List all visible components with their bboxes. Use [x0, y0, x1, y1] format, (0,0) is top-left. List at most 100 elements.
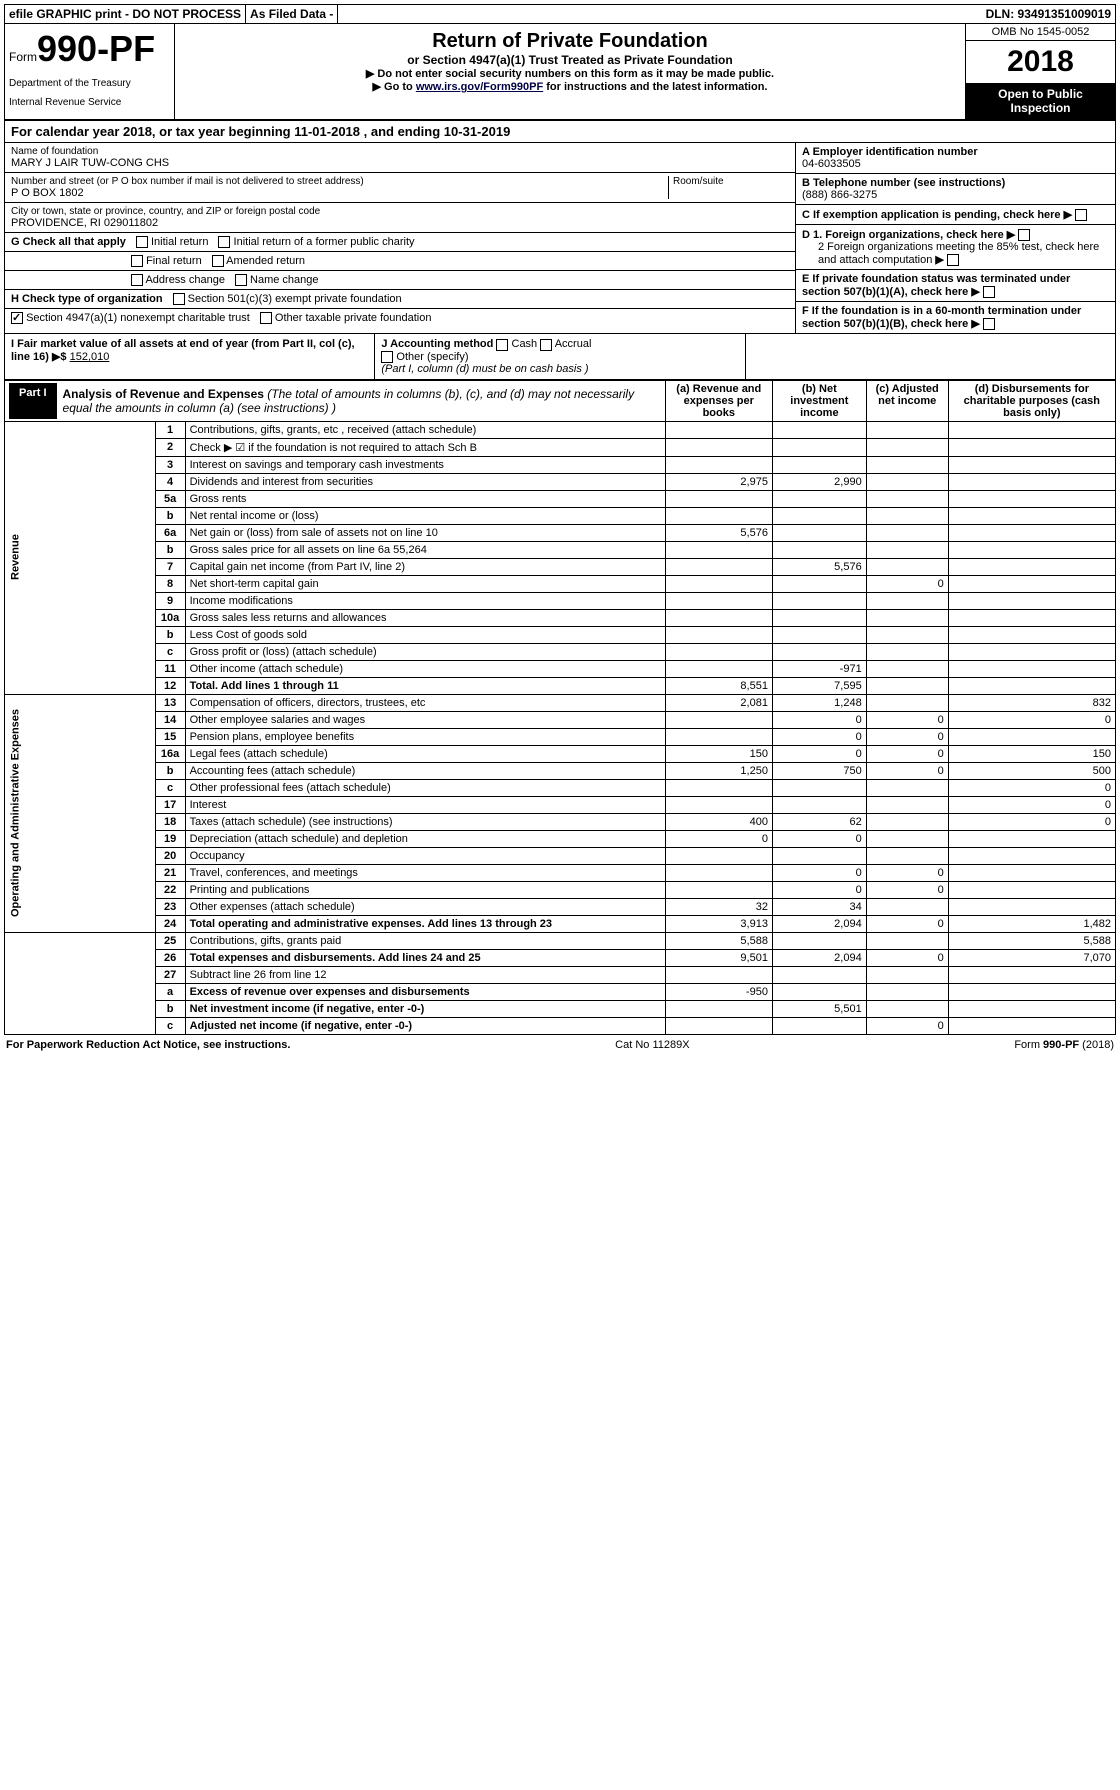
row-number: c: [155, 779, 185, 796]
cb-501c3[interactable]: [173, 293, 185, 305]
row-description: Travel, conferences, and meetings: [185, 864, 665, 881]
row-number: 1: [155, 421, 185, 438]
amount-cell: 750: [772, 762, 866, 779]
amount-cell: [772, 575, 866, 592]
amount-cell: 7,070: [948, 949, 1115, 966]
amount-cell: [665, 847, 772, 864]
amount-cell: [948, 490, 1115, 507]
cb-60month[interactable]: [983, 318, 995, 330]
amount-cell: [665, 626, 772, 643]
cb-initial-former[interactable]: [218, 236, 230, 248]
amount-cell: [772, 796, 866, 813]
table-row: bNet rental income or (loss): [5, 507, 1116, 524]
amount-cell: [866, 490, 948, 507]
amount-cell: [665, 711, 772, 728]
cb-final[interactable]: [131, 255, 143, 267]
row-description: Net gain or (loss) from sale of assets n…: [185, 524, 665, 541]
title-box: Return of Private Foundation or Section …: [175, 24, 965, 119]
amount-cell: [948, 473, 1115, 490]
row-number: 14: [155, 711, 185, 728]
row-number: b: [155, 1000, 185, 1017]
cb-accrual[interactable]: [540, 339, 552, 351]
amount-cell: 0: [948, 779, 1115, 796]
amount-cell: [665, 864, 772, 881]
calendar-year-row: For calendar year 2018, or tax year begi…: [4, 121, 1116, 143]
dln: DLN: 93491351009019: [982, 5, 1115, 23]
part1-table: Part I Analysis of Revenue and Expenses …: [4, 380, 1116, 1035]
section-d: D 1. Foreign organizations, check here ▶…: [796, 225, 1115, 270]
row-number: 8: [155, 575, 185, 592]
row-number: b: [155, 762, 185, 779]
cb-address-change[interactable]: [131, 274, 143, 286]
irs: Internal Revenue Service: [9, 97, 170, 108]
amount-cell: 0: [866, 915, 948, 932]
amount-cell: 0: [866, 864, 948, 881]
row-description: Gross sales less returns and allowances: [185, 609, 665, 626]
row-description: Compensation of officers, directors, tru…: [185, 694, 665, 711]
amount-cell: [772, 983, 866, 1000]
row-number: c: [155, 1017, 185, 1034]
cb-85pct[interactable]: [947, 254, 959, 266]
amount-cell: [665, 643, 772, 660]
phone: (888) 866-3275: [802, 189, 1109, 201]
amount-cell: [948, 1017, 1115, 1034]
amount-cell: 0: [866, 881, 948, 898]
amount-cell: 0: [772, 830, 866, 847]
cb-other-taxable[interactable]: [260, 312, 272, 324]
amount-cell: [772, 847, 866, 864]
table-row: 26Total expenses and disbursements. Add …: [5, 949, 1116, 966]
amount-cell: [948, 609, 1115, 626]
amount-cell: 0: [772, 881, 866, 898]
cb-status-terminated[interactable]: [983, 286, 995, 298]
amount-cell: [948, 575, 1115, 592]
section-g-3: Address change Name change: [5, 271, 795, 290]
amount-cell: [866, 677, 948, 694]
amount-cell: 1,250: [665, 762, 772, 779]
row-description: Net short-term capital gain: [185, 575, 665, 592]
amount-cell: [665, 575, 772, 592]
cb-cash[interactable]: [496, 339, 508, 351]
row-description: Depreciation (attach schedule) and deple…: [185, 830, 665, 847]
irs-link[interactable]: www.irs.gov/Form990PF: [416, 81, 543, 93]
cb-amended[interactable]: [212, 255, 224, 267]
page-footer: For Paperwork Reduction Act Notice, see …: [4, 1035, 1116, 1055]
amount-cell: [665, 558, 772, 575]
amount-cell: 0: [866, 745, 948, 762]
amount-cell: [866, 609, 948, 626]
amount-cell: [948, 830, 1115, 847]
amount-cell: [772, 626, 866, 643]
amount-cell: 0: [948, 711, 1115, 728]
cb-initial[interactable]: [136, 236, 148, 248]
amount-cell: 3,913: [665, 915, 772, 932]
amount-cell: 0: [772, 864, 866, 881]
amount-cell: [665, 438, 772, 456]
section-j: J Accounting method Cash Accrual Other (…: [375, 334, 745, 378]
table-row: bGross sales price for all assets on lin…: [5, 541, 1116, 558]
cb-foreign-org[interactable]: [1018, 229, 1030, 241]
section-c: C If exemption application is pending, c…: [796, 205, 1115, 225]
amount-cell: [665, 1000, 772, 1017]
section-i: I Fair market value of all assets at end…: [5, 334, 375, 378]
amount-cell: [772, 456, 866, 473]
cb-4947a1[interactable]: [11, 312, 23, 324]
section-e: E If private foundation status was termi…: [796, 270, 1115, 302]
cb-other-method[interactable]: [381, 351, 393, 363]
cb-name-change[interactable]: [235, 274, 247, 286]
amount-cell: 7,595: [772, 677, 866, 694]
row-description: Net investment income (if negative, ente…: [185, 1000, 665, 1017]
amount-cell: [665, 421, 772, 438]
amount-cell: 832: [948, 694, 1115, 711]
amount-cell: [866, 592, 948, 609]
footer-mid: Cat No 11289X: [615, 1039, 689, 1051]
form-id-box: Form990-PF Department of the Treasury In…: [5, 24, 175, 119]
public-badge: Open to Public Inspection: [966, 83, 1115, 119]
row-description: Contributions, gifts, grants, etc , rece…: [185, 421, 665, 438]
cb-exemption-pending[interactable]: [1075, 209, 1087, 221]
amount-cell: [665, 541, 772, 558]
amount-cell: -971: [772, 660, 866, 677]
row-number: 21: [155, 864, 185, 881]
amount-cell: [948, 847, 1115, 864]
amount-cell: [866, 558, 948, 575]
row-number: 26: [155, 949, 185, 966]
row-description: Other income (attach schedule): [185, 660, 665, 677]
